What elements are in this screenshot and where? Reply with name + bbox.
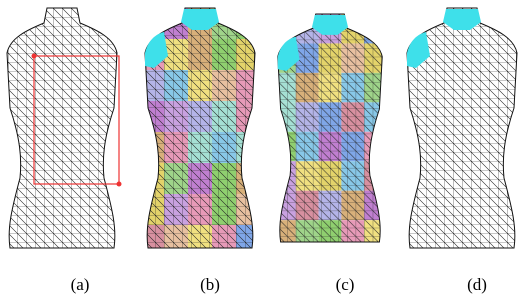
panel-label: (d) — [467, 275, 487, 294]
mesh-c — [273, 14, 387, 250]
mesh-b — [140, 8, 260, 256]
panel-label: (b) — [200, 275, 220, 294]
panel-label: (a) — [71, 275, 90, 294]
panel-label: (c) — [336, 275, 355, 294]
mesh-a — [2, 8, 122, 253]
figure: (a) (b) (c) (d) — [0, 0, 518, 300]
mesh-d — [402, 8, 518, 253]
